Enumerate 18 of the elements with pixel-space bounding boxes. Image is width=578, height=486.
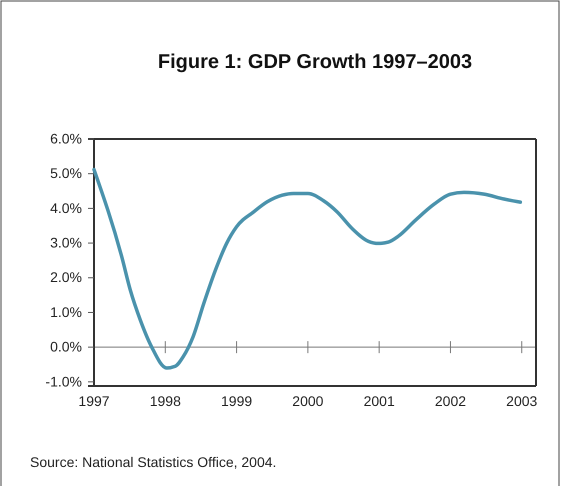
- x-tick-label: 2000: [292, 392, 324, 409]
- y-tick-label: 4.0%: [50, 200, 82, 216]
- chart-title: Figure 1: GDP Growth 1997–2003: [158, 51, 472, 73]
- y-tick-label: 5.0%: [50, 165, 82, 182]
- x-tick-label: 2001: [364, 392, 395, 409]
- x-tick-label: 1999: [221, 392, 252, 409]
- x-tick-label: 2003: [506, 392, 538, 409]
- y-tick-label: 1.0%: [50, 304, 82, 320]
- y-tick-label: -1.0%: [45, 373, 82, 390]
- source-note: Source: National Statistics Office, 2004.: [30, 454, 276, 470]
- y-tick-label: 0.0%: [50, 338, 82, 355]
- y-tick-label: 3.0%: [50, 234, 82, 251]
- x-tick-label: 1998: [150, 392, 182, 409]
- line-series: [92, 168, 522, 370]
- y-tick-label: 6.0%: [50, 130, 82, 146]
- y-tick-label: 2.0%: [50, 269, 82, 286]
- x-tick-label: 2002: [434, 392, 466, 409]
- x-tick-label: 1997: [78, 392, 110, 409]
